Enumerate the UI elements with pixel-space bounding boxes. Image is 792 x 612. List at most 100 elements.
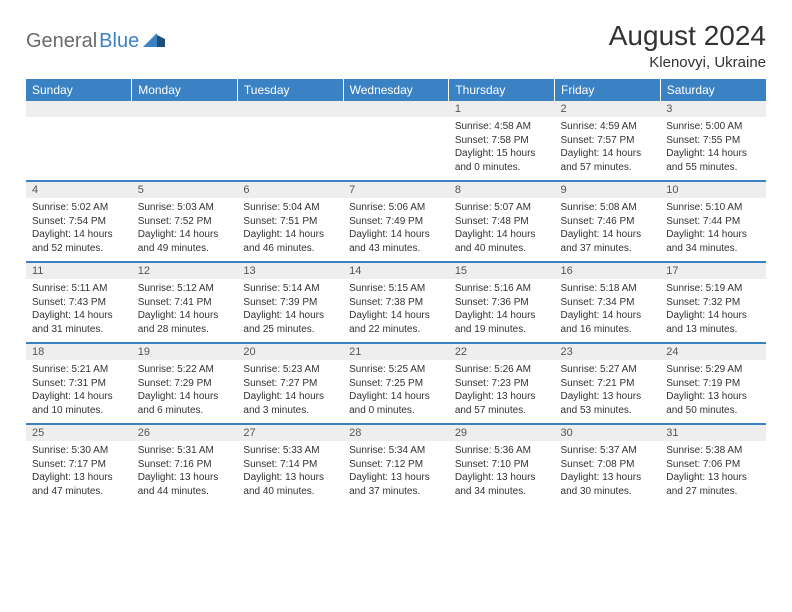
sunrise-line: Sunrise: 5:04 AM [243, 201, 337, 215]
sunrise-line: Sunrise: 5:16 AM [455, 282, 549, 296]
logo-text-blue: Blue [99, 30, 139, 53]
sunset-line: Sunset: 7:39 PM [243, 296, 337, 310]
calendar-body: 123 Sunrise: 4:58 AMSunset: 7:58 PMDayli… [26, 101, 766, 504]
sunset-line: Sunset: 7:51 PM [243, 215, 337, 229]
day-number-row: 123 [26, 101, 766, 117]
sunset-line: Sunset: 7:31 PM [32, 377, 126, 391]
day-number-cell: 2 [555, 101, 661, 117]
day-number-cell [132, 101, 238, 117]
daylight-line: Daylight: 14 hours and 46 minutes. [243, 228, 337, 255]
sunrise-line: Sunrise: 5:22 AM [138, 363, 232, 377]
daylight-line: Daylight: 14 hours and 3 minutes. [243, 390, 337, 417]
daylight-line: Daylight: 14 hours and 22 minutes. [349, 309, 443, 336]
day-number-cell: 29 [449, 424, 555, 441]
sunrise-line: Sunrise: 5:27 AM [561, 363, 655, 377]
day-number-cell: 12 [132, 262, 238, 279]
day-number-cell [343, 101, 449, 117]
sunrise-line: Sunrise: 5:31 AM [138, 444, 232, 458]
daylight-line: Daylight: 13 hours and 44 minutes. [138, 471, 232, 498]
daylight-line: Daylight: 13 hours and 34 minutes. [455, 471, 549, 498]
sunset-line: Sunset: 7:14 PM [243, 458, 337, 472]
sunrise-line: Sunrise: 5:18 AM [561, 282, 655, 296]
day-number-cell: 4 [26, 181, 132, 198]
day-number-cell: 19 [132, 343, 238, 360]
sunrise-line: Sunrise: 5:02 AM [32, 201, 126, 215]
daylight-line: Daylight: 14 hours and 31 minutes. [32, 309, 126, 336]
day-detail-cell [132, 117, 238, 181]
sunrise-line: Sunrise: 4:59 AM [561, 120, 655, 134]
sunrise-line: Sunrise: 5:07 AM [455, 201, 549, 215]
day-detail-cell: Sunrise: 4:59 AMSunset: 7:57 PMDaylight:… [555, 117, 661, 181]
logo-text-general: General [26, 30, 97, 53]
daylight-line: Daylight: 13 hours and 40 minutes. [243, 471, 337, 498]
sunrise-line: Sunrise: 5:38 AM [666, 444, 760, 458]
day-number-cell: 22 [449, 343, 555, 360]
day-detail-cell: Sunrise: 5:15 AMSunset: 7:38 PMDaylight:… [343, 279, 449, 343]
sunset-line: Sunset: 7:16 PM [138, 458, 232, 472]
day-detail-cell: Sunrise: 5:00 AMSunset: 7:55 PMDaylight:… [660, 117, 766, 181]
calendar-table: SundayMondayTuesdayWednesdayThursdayFrid… [26, 79, 766, 504]
sunset-line: Sunset: 7:55 PM [666, 134, 760, 148]
day-number-cell: 17 [660, 262, 766, 279]
day-number-cell: 5 [132, 181, 238, 198]
daylight-line: Daylight: 13 hours and 27 minutes. [666, 471, 760, 498]
day-number-row: 11121314151617 [26, 262, 766, 279]
sunset-line: Sunset: 7:41 PM [138, 296, 232, 310]
day-detail-cell: Sunrise: 5:11 AMSunset: 7:43 PMDaylight:… [26, 279, 132, 343]
day-header: Wednesday [343, 79, 449, 101]
daylight-line: Daylight: 13 hours and 53 minutes. [561, 390, 655, 417]
day-number-cell: 11 [26, 262, 132, 279]
daylight-line: Daylight: 13 hours and 30 minutes. [561, 471, 655, 498]
day-detail-cell: Sunrise: 5:07 AMSunset: 7:48 PMDaylight:… [449, 198, 555, 262]
sunrise-line: Sunrise: 5:23 AM [243, 363, 337, 377]
day-header: Tuesday [237, 79, 343, 101]
sunset-line: Sunset: 7:54 PM [32, 215, 126, 229]
day-header: Monday [132, 79, 238, 101]
calendar-page: General Blue August 2024 Klenovyi, Ukrai… [0, 0, 792, 504]
daylight-line: Daylight: 15 hours and 0 minutes. [455, 147, 549, 174]
daylight-line: Daylight: 14 hours and 43 minutes. [349, 228, 443, 255]
day-detail-cell [237, 117, 343, 181]
day-number-cell: 26 [132, 424, 238, 441]
sunset-line: Sunset: 7:08 PM [561, 458, 655, 472]
sunset-line: Sunset: 7:36 PM [455, 296, 549, 310]
sunrise-line: Sunrise: 5:33 AM [243, 444, 337, 458]
sunset-line: Sunset: 7:06 PM [666, 458, 760, 472]
sunrise-line: Sunrise: 5:12 AM [138, 282, 232, 296]
daylight-line: Daylight: 14 hours and 34 minutes. [666, 228, 760, 255]
sunrise-line: Sunrise: 5:14 AM [243, 282, 337, 296]
sunrise-line: Sunrise: 5:11 AM [32, 282, 126, 296]
sunset-line: Sunset: 7:46 PM [561, 215, 655, 229]
daylight-line: Daylight: 14 hours and 19 minutes. [455, 309, 549, 336]
daylight-line: Daylight: 14 hours and 16 minutes. [561, 309, 655, 336]
sunrise-line: Sunrise: 5:15 AM [349, 282, 443, 296]
day-detail-cell [26, 117, 132, 181]
sunset-line: Sunset: 7:44 PM [666, 215, 760, 229]
sunrise-line: Sunrise: 5:25 AM [349, 363, 443, 377]
daylight-line: Daylight: 13 hours and 37 minutes. [349, 471, 443, 498]
daylight-line: Daylight: 14 hours and 0 minutes. [349, 390, 443, 417]
title-block: August 2024 Klenovyi, Ukraine [609, 20, 766, 71]
day-number-cell: 27 [237, 424, 343, 441]
sunset-line: Sunset: 7:12 PM [349, 458, 443, 472]
day-detail-cell: Sunrise: 5:18 AMSunset: 7:34 PMDaylight:… [555, 279, 661, 343]
day-number-cell: 14 [343, 262, 449, 279]
daylight-line: Daylight: 14 hours and 57 minutes. [561, 147, 655, 174]
day-detail-cell: Sunrise: 5:26 AMSunset: 7:23 PMDaylight:… [449, 360, 555, 424]
daylight-line: Daylight: 13 hours and 57 minutes. [455, 390, 549, 417]
daylight-line: Daylight: 14 hours and 10 minutes. [32, 390, 126, 417]
daylight-line: Daylight: 14 hours and 28 minutes. [138, 309, 232, 336]
sunset-line: Sunset: 7:38 PM [349, 296, 443, 310]
day-number-cell: 13 [237, 262, 343, 279]
sunrise-line: Sunrise: 5:00 AM [666, 120, 760, 134]
day-number-cell: 6 [237, 181, 343, 198]
header: General Blue August 2024 Klenovyi, Ukrai… [26, 20, 766, 71]
day-detail-cell: Sunrise: 5:02 AMSunset: 7:54 PMDaylight:… [26, 198, 132, 262]
sunset-line: Sunset: 7:32 PM [666, 296, 760, 310]
day-number-cell: 1 [449, 101, 555, 117]
day-detail-cell: Sunrise: 5:16 AMSunset: 7:36 PMDaylight:… [449, 279, 555, 343]
day-detail-cell: Sunrise: 5:10 AMSunset: 7:44 PMDaylight:… [660, 198, 766, 262]
sunset-line: Sunset: 7:17 PM [32, 458, 126, 472]
sunrise-line: Sunrise: 5:36 AM [455, 444, 549, 458]
day-number-row: 45678910 [26, 181, 766, 198]
